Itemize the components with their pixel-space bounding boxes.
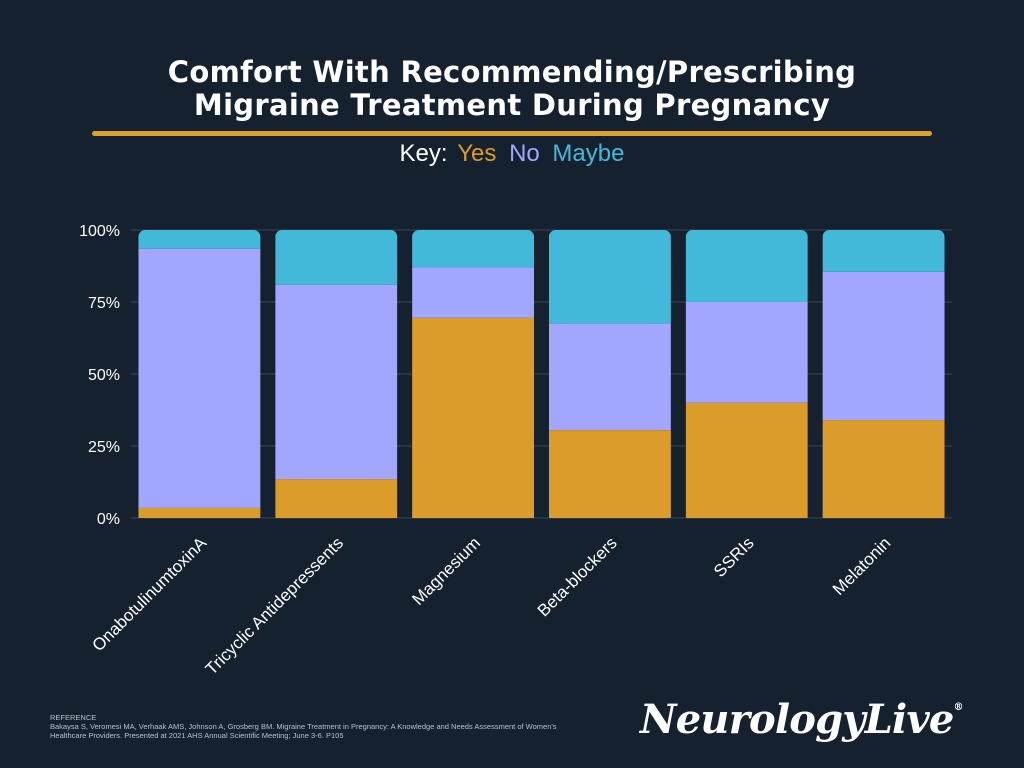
- reference-heading: REFERENCE: [50, 713, 97, 722]
- reference: REFERENCE Bakaysa S, Veromesi MA, Verhaa…: [50, 713, 570, 740]
- bar-no-magnesium: [412, 267, 535, 318]
- registered-mark: ®: [953, 702, 964, 713]
- x-tick-label: Tricyclic Antidepressents: [202, 533, 347, 678]
- bar-no-ssris: [685, 302, 808, 403]
- y-tick-label: 75%: [88, 295, 120, 312]
- bar-no-tricyclic-antidepressents: [275, 284, 398, 480]
- bar-maybe-magnesium: [412, 230, 535, 268]
- bar-yes-beta-blockers: [548, 430, 671, 518]
- legend-item-yes: Yes: [457, 140, 497, 167]
- x-tick-label: SSRIs: [710, 533, 758, 581]
- title-underline: [92, 131, 932, 136]
- legend: Key: Yes No Maybe: [0, 140, 1024, 168]
- title-line-1: Comfort With Recommending/Prescribing: [167, 55, 857, 89]
- bar-maybe-tricyclic-antidepressents: [275, 230, 398, 285]
- y-tick-label: 25%: [88, 439, 120, 456]
- title-line-2: Migraine Treatment During Pregnancy: [193, 88, 831, 122]
- logo-text: NeurologyLive: [640, 696, 954, 743]
- y-tick-label: 0%: [97, 511, 120, 528]
- x-tick-label: Beta-blockers: [534, 533, 621, 620]
- bar-maybe-onabotulinumtoxina: [138, 230, 261, 249]
- legend-key-label: Key:: [399, 140, 448, 167]
- legend-item-no: No: [509, 140, 540, 167]
- bar-maybe-beta-blockers: [548, 230, 671, 324]
- reference-text: Bakaysa S, Veromesi MA, Verhaak AMS, Joh…: [50, 722, 557, 740]
- bar-maybe-melatonin: [822, 230, 945, 272]
- bar-yes-ssris: [685, 402, 808, 518]
- neurologylive-logo: NeurologyLive®: [640, 696, 964, 743]
- bar-yes-tricyclic-antidepressents: [275, 479, 398, 518]
- bar-no-onabotulinumtoxina: [138, 248, 261, 508]
- bar-no-beta-blockers: [548, 323, 671, 431]
- x-tick-label: Magnesium: [408, 533, 484, 609]
- y-tick-label: 50%: [88, 367, 120, 384]
- x-tick-label: Melatonin: [829, 533, 895, 599]
- bar-yes-melatonin: [822, 420, 945, 518]
- y-tick-label: 100%: [79, 223, 120, 240]
- bar-no-melatonin: [822, 271, 945, 421]
- bar-yes-onabotulinumtoxina: [138, 507, 261, 518]
- x-tick-label: OnabotulinumtoxinA: [89, 533, 211, 655]
- bar-maybe-ssris: [685, 230, 808, 302]
- chart-title: Comfort With Recommending/Prescribing Mi…: [0, 56, 1024, 122]
- bar-yes-magnesium: [412, 317, 535, 518]
- legend-item-maybe: Maybe: [552, 140, 625, 167]
